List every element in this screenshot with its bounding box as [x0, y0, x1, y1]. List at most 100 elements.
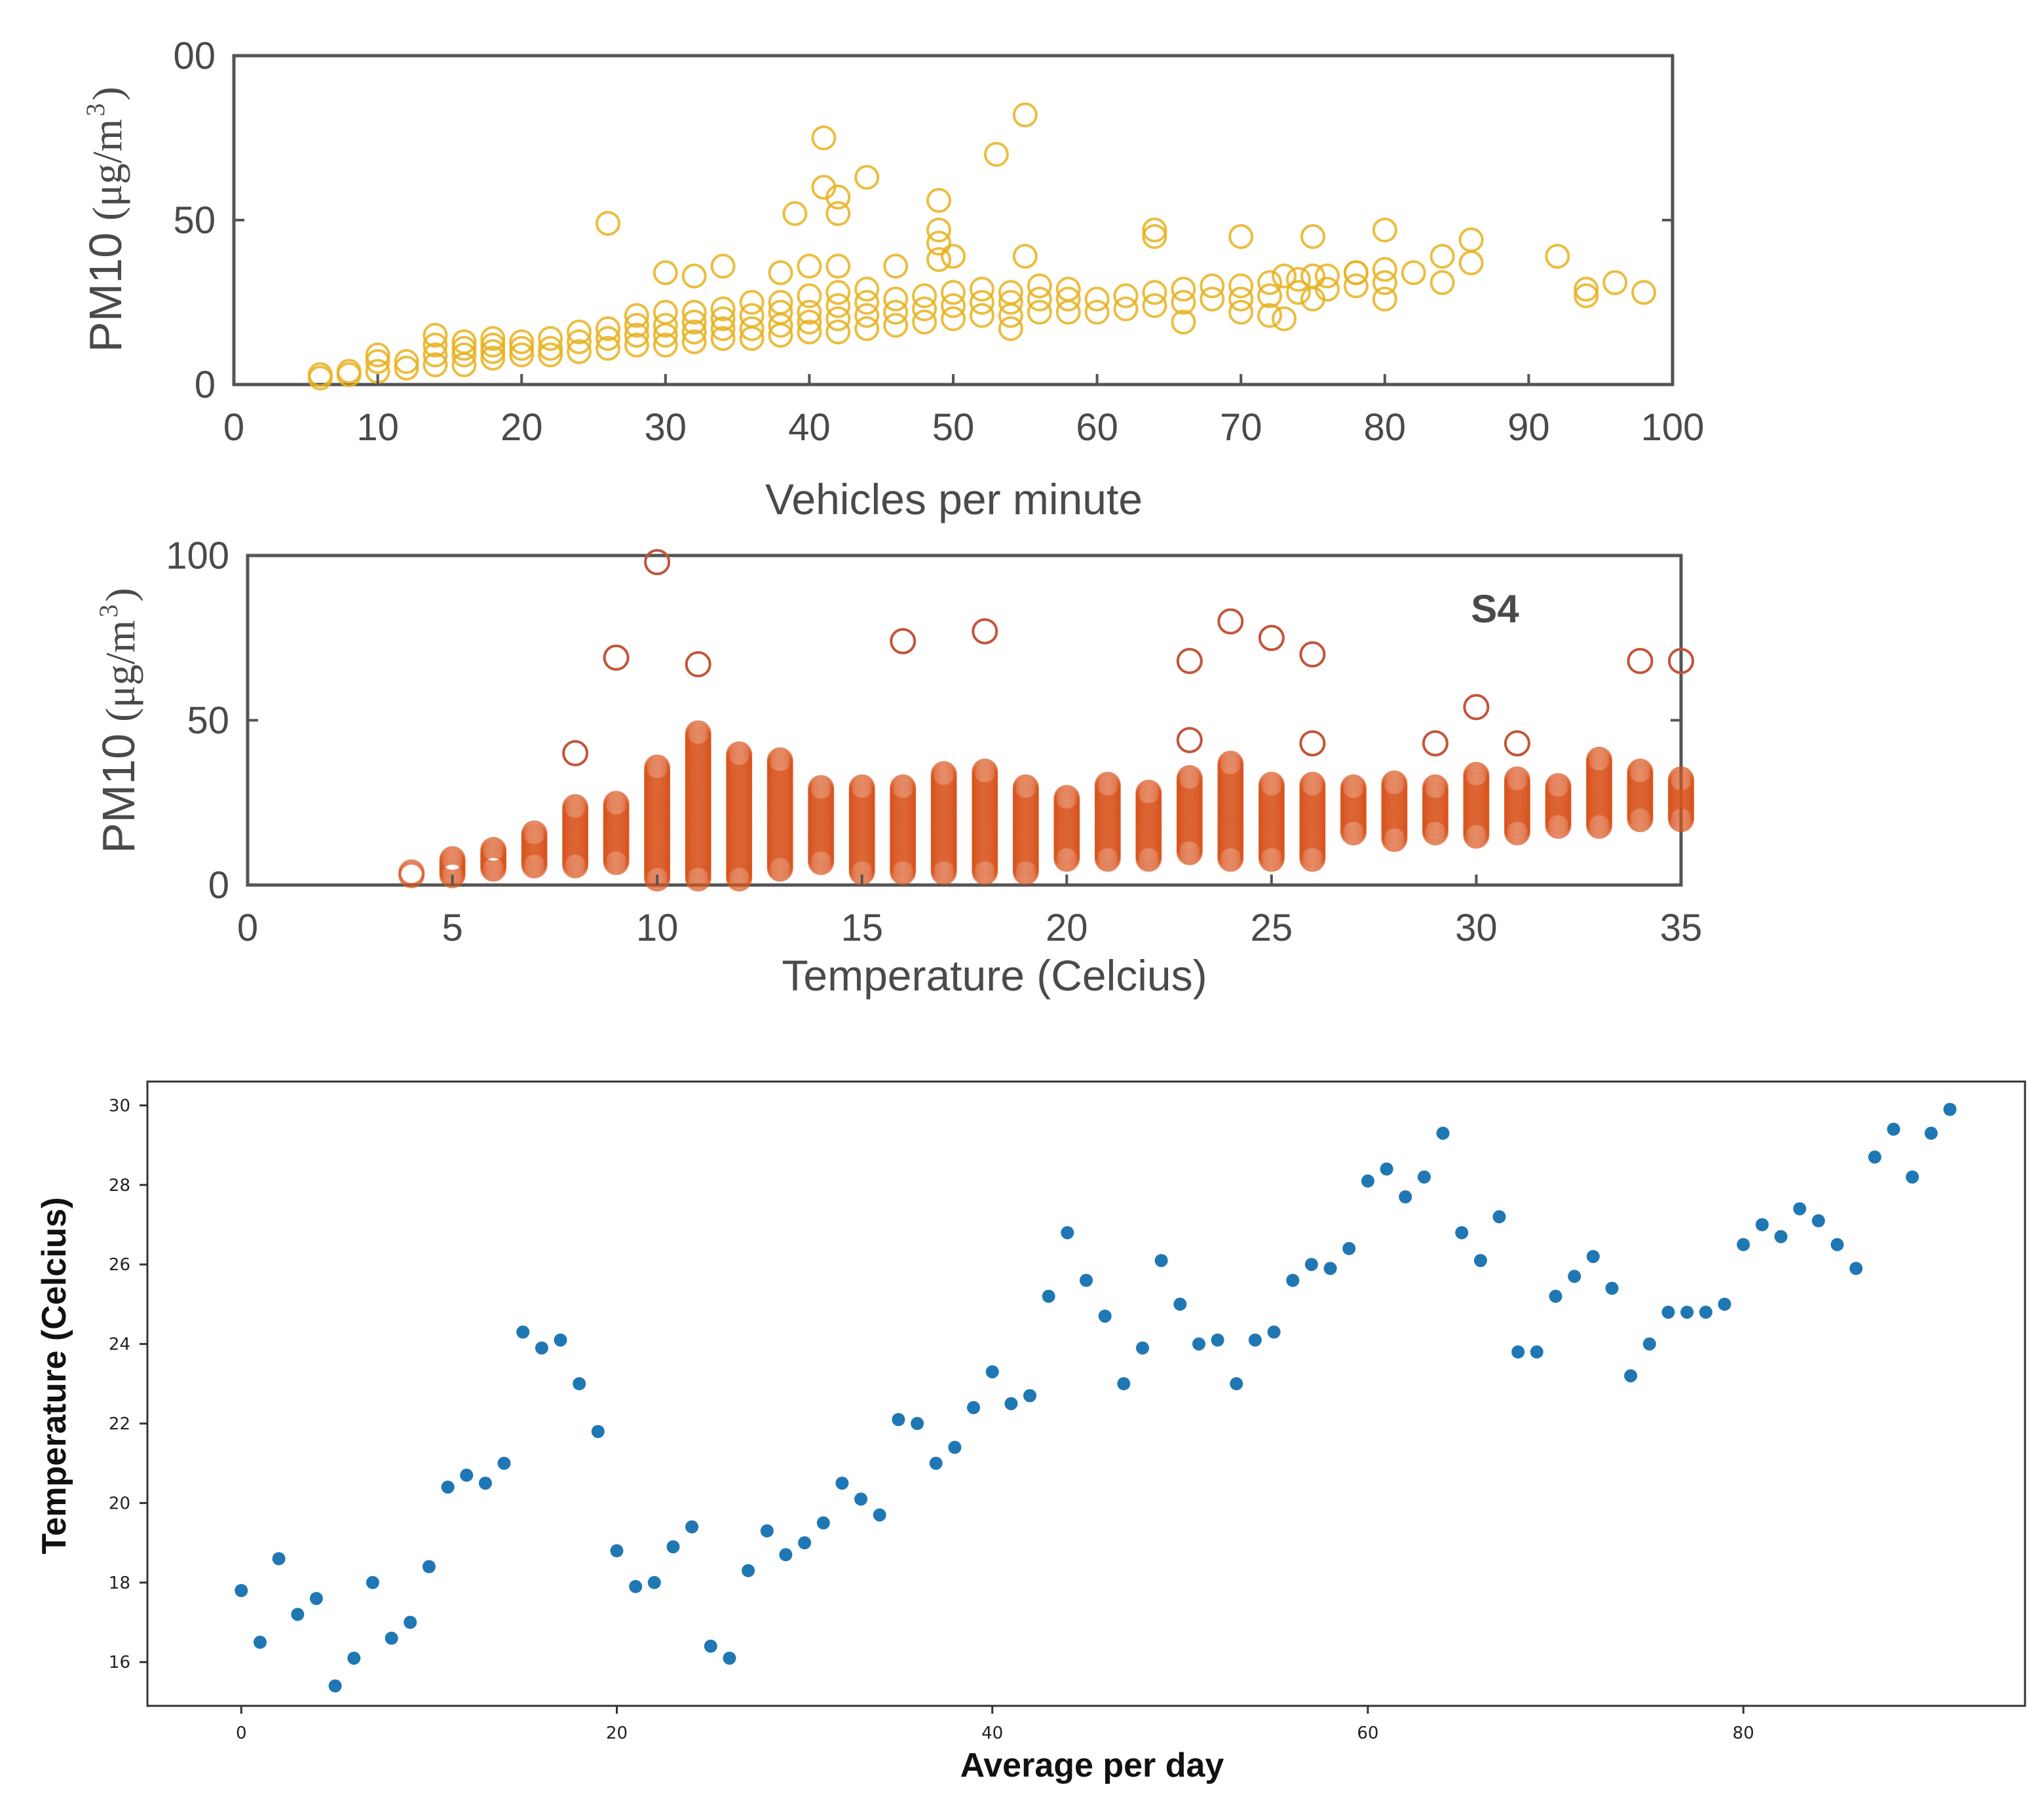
data-point [366, 1575, 379, 1589]
data-point [1315, 263, 1340, 289]
data-point [1173, 1297, 1187, 1311]
data-point [1004, 1397, 1018, 1410]
x-tick-labels: 0 10 20 30 40 50 60 70 80 90 100 [223, 374, 1704, 449]
data-point [1061, 1226, 1074, 1239]
data-point [969, 290, 994, 315]
data-point [1012, 774, 1039, 801]
data-point-outlier [1504, 730, 1530, 757]
data-point [1399, 1190, 1412, 1203]
data-point [726, 741, 753, 768]
y-tick-label: 50 [173, 199, 216, 242]
data-point [873, 1508, 886, 1522]
data-point [1055, 276, 1081, 302]
data-point [509, 335, 535, 361]
data-point [1473, 1254, 1487, 1268]
data-point [394, 349, 419, 374]
data-point [998, 316, 1023, 341]
x-tick-label: 30 [1455, 907, 1498, 949]
data-point [538, 335, 563, 361]
data-point [1113, 283, 1139, 309]
data-point [1417, 1170, 1431, 1184]
svg-text:PM10 (μg/m 3: PM10 (μg/m 3 ) [80, 86, 131, 352]
data-point [1192, 1337, 1205, 1351]
data-point [1429, 244, 1455, 269]
data-point [890, 774, 917, 801]
data-point [1458, 250, 1484, 276]
data-point [1361, 1174, 1374, 1188]
chart-pm10-vs-temperature: 0 5 10 15 20 25 30 35 0 50 100 S4 Temperature (Ce… [93, 535, 1702, 1000]
data-point-outlier [1422, 730, 1448, 757]
data-point [797, 283, 822, 309]
data-point [1217, 750, 1244, 777]
data-point [1492, 1210, 1506, 1224]
data-point [1811, 1214, 1825, 1228]
data-point [596, 326, 620, 351]
data-point [1023, 1389, 1036, 1403]
pm10-vehicles-points [307, 102, 1657, 390]
data-point [1228, 224, 1254, 250]
y-tick-label: 00 [173, 35, 216, 77]
data-point [929, 1456, 943, 1470]
x-tick-label: 0 [223, 406, 244, 449]
data-point [998, 303, 1023, 328]
y-tick-labels: 16 18 20 22 24 26 28 30 [109, 1096, 130, 1672]
data-point [653, 332, 678, 358]
data-point [521, 820, 548, 847]
data-point [347, 1651, 361, 1665]
data-point [811, 125, 837, 151]
chart-pm10-vs-vehicles: 0 10 20 30 40 50 60 70 80 90 100 0 50 00 Vehicles pe… [80, 35, 1704, 523]
data-point [1755, 1218, 1769, 1232]
data-point [480, 345, 506, 371]
data-point [1574, 283, 1599, 309]
data-point [948, 1441, 962, 1454]
data-point [926, 231, 951, 256]
pm10-temperature-points [398, 549, 1694, 892]
data-point [912, 283, 937, 309]
data-point [1372, 286, 1397, 312]
data-point [1455, 1226, 1469, 1239]
data-point [1549, 1289, 1562, 1303]
data-point [365, 342, 390, 368]
data-point [394, 355, 419, 381]
data-point-outlier [685, 651, 711, 677]
y-axis-label-sup: 3 [81, 104, 110, 117]
data-point [235, 1584, 248, 1597]
x-tick-label: 60 [1357, 1724, 1378, 1743]
data-point [423, 322, 448, 348]
data-point [254, 1635, 267, 1649]
plot-area-frame [146, 1080, 2026, 1707]
data-point [797, 299, 822, 325]
data-point [1176, 765, 1203, 791]
x-tick-label: 50 [932, 406, 975, 449]
data-point [681, 263, 707, 289]
data-point [1627, 759, 1654, 785]
y-tick-label: 24 [109, 1335, 130, 1355]
data-point [766, 747, 793, 774]
data-point [1171, 276, 1196, 302]
plot-area-frame [232, 54, 1675, 387]
data-point [710, 306, 736, 331]
data-point [1887, 1122, 1901, 1136]
data-point [1135, 780, 1162, 806]
data-point [742, 1564, 755, 1577]
data-point [883, 254, 909, 279]
data-point-outlier [1627, 648, 1654, 674]
data-point [451, 329, 477, 354]
x-tick-label: 5 [442, 907, 463, 949]
data-point [710, 326, 736, 351]
data-point [596, 316, 620, 341]
data-point [854, 316, 880, 341]
data-point [739, 316, 765, 341]
data-point [825, 319, 851, 345]
data-point [538, 326, 563, 351]
data-point [647, 1575, 661, 1589]
x-tick-label: 70 [1220, 406, 1262, 449]
y-axis-label-sup: 3 [94, 605, 123, 618]
data-point [1401, 260, 1426, 286]
data-point [854, 303, 880, 328]
y-axis-label-close: ) [84, 86, 130, 100]
data-point [1458, 227, 1484, 253]
data-point [1117, 1377, 1131, 1391]
data-point [985, 1365, 999, 1379]
data-point [1200, 286, 1225, 312]
